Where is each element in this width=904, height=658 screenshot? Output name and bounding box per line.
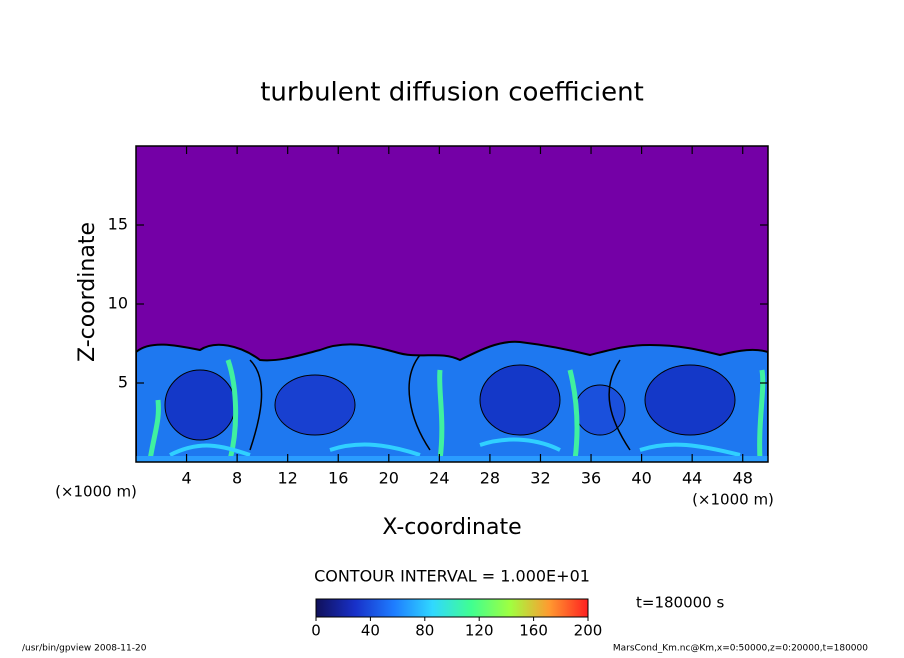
x-tick-label: 16 bbox=[328, 469, 348, 488]
x-tick-label: 44 bbox=[682, 469, 702, 488]
y-tick-label: 10 bbox=[108, 294, 128, 313]
time-label: t=180000 s bbox=[636, 594, 724, 612]
y-tick-label: 5 bbox=[118, 373, 128, 392]
colorbar-tick-label: 200 bbox=[574, 622, 603, 640]
x-tick-label: 32 bbox=[530, 469, 550, 488]
x-unit-label: (×1000 m) bbox=[692, 491, 774, 509]
footer-left: /usr/bin/gpview 2008-11-20 bbox=[22, 644, 147, 654]
x-tick-label: 28 bbox=[480, 469, 500, 488]
y-unit-label: (×1000 m) bbox=[55, 483, 137, 501]
y-tick-label: 15 bbox=[108, 215, 128, 234]
colorbar bbox=[315, 598, 589, 618]
x-tick-label: 4 bbox=[181, 469, 191, 488]
y-axis-label: Z-coordinate bbox=[75, 222, 100, 362]
x-tick-label: 40 bbox=[631, 469, 651, 488]
contour-interval: CONTOUR INTERVAL = 1.000E+01 bbox=[314, 567, 590, 586]
colorbar-tick-label: 0 bbox=[311, 622, 321, 640]
contour-field bbox=[136, 340, 768, 462]
x-tick-label: 48 bbox=[733, 469, 753, 488]
chart-title: turbulent diffusion coefficient bbox=[260, 78, 644, 108]
colorbar-tick-label: 80 bbox=[415, 622, 434, 640]
x-tick-label: 8 bbox=[232, 469, 242, 488]
x-tick-label: 12 bbox=[278, 469, 298, 488]
footer-right: MarsCond_Km.nc@Km,x=0:50000,z=0:20000,t=… bbox=[613, 644, 868, 654]
colorbar-tick-label: 40 bbox=[361, 622, 380, 640]
x-axis-label: X-coordinate bbox=[382, 515, 521, 540]
colorbar-tick-label: 120 bbox=[465, 622, 494, 640]
x-tick-label: 36 bbox=[581, 469, 601, 488]
x-tick-label: 20 bbox=[379, 469, 399, 488]
colorbar-tick-label: 160 bbox=[519, 622, 548, 640]
x-tick-label: 24 bbox=[429, 469, 449, 488]
